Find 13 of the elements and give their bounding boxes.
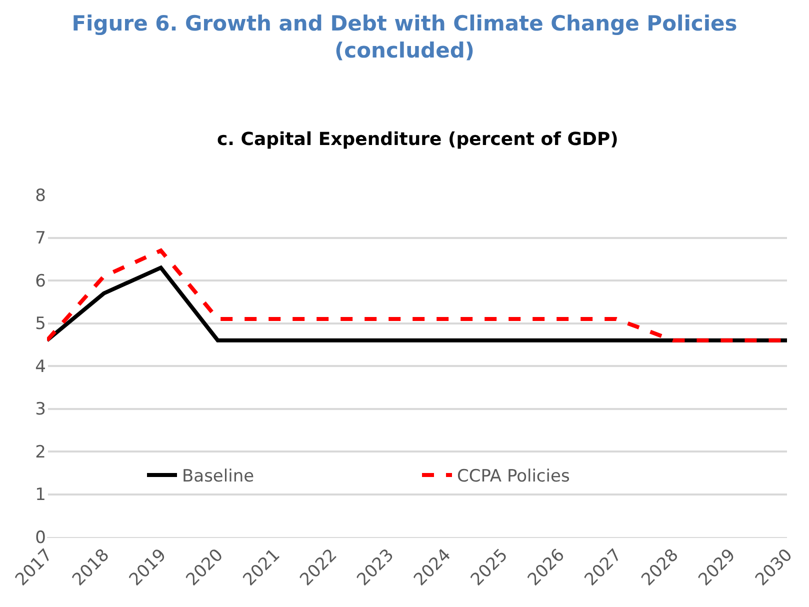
legend-label: Baseline: [182, 466, 254, 487]
y-tick-label: 7: [35, 228, 46, 249]
chart-title: Figure 6. Growth and Debt with Climate Change Policies (concluded): [72, 11, 738, 63]
y-tick-label: 2: [35, 442, 46, 462]
y-tick-label: 6: [35, 271, 46, 292]
y-tick-label: 3: [35, 400, 46, 420]
y-tick-label: 8: [35, 186, 46, 206]
y-tick-label: 0: [35, 528, 46, 548]
chart-subtitle: c. Capital Expenditure (percent of GDP): [217, 129, 618, 150]
y-tick-label: 1: [35, 485, 46, 506]
y-tick-label: 4: [35, 356, 46, 377]
legend-label: CCPA Policies: [457, 466, 570, 487]
y-tick-label: 5: [35, 314, 46, 334]
